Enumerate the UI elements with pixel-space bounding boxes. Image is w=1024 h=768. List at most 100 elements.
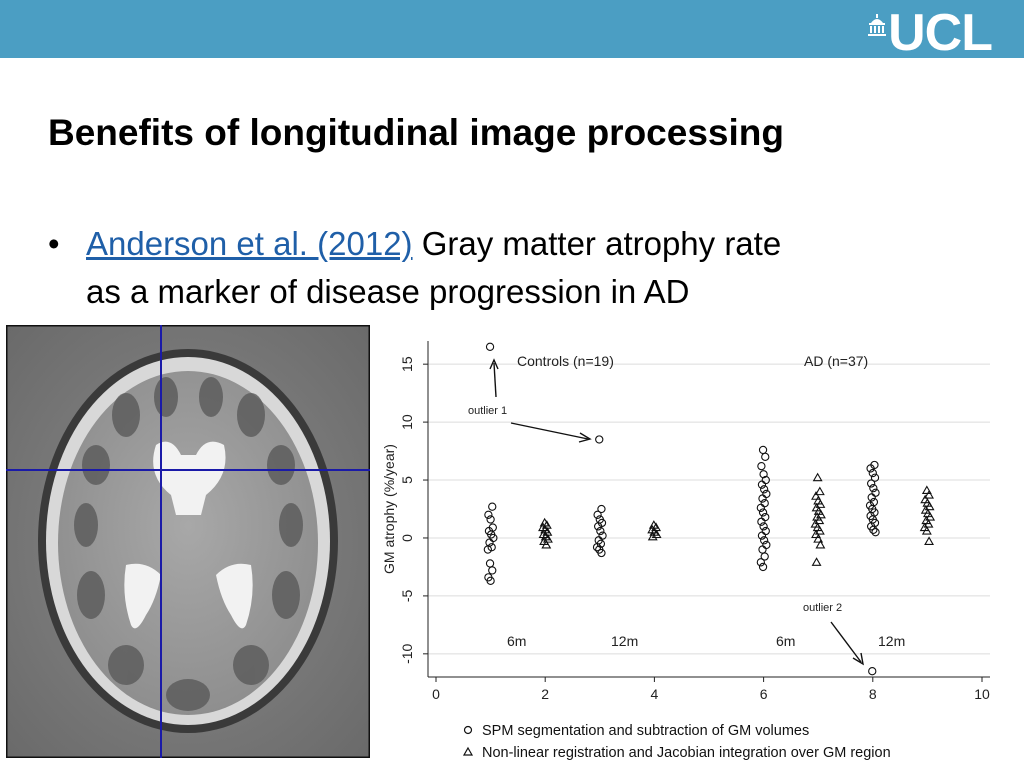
legend-series-1: SPM segmentation and subtraction of GM v… [482, 723, 809, 739]
data-point-triangle [811, 557, 822, 566]
data-point-circle [761, 452, 770, 462]
data-point-circle [757, 480, 767, 489]
chart-points [483, 342, 936, 676]
reference-link[interactable]: Anderson et al. (2012) [86, 225, 413, 262]
data-point-circle [869, 525, 878, 535]
data-point-circle [596, 526, 605, 536]
data-point-circle [759, 536, 769, 545]
arrow-outlier-1a [493, 362, 497, 398]
data-point-circle [488, 566, 497, 575]
legend-series-2: Non-linear registration and Jacobian int… [482, 745, 891, 761]
data-point-circle [593, 522, 603, 531]
annotation-12m-ad: 12m [878, 633, 905, 649]
data-point-circle [593, 510, 602, 519]
data-point-circle [871, 528, 880, 537]
legend-circle-marker [463, 725, 473, 735]
bullet-text-line1: Gray matter atrophy rate [412, 225, 782, 262]
data-point-triangle [811, 529, 821, 539]
data-point-circle [597, 548, 606, 558]
data-point-triangle [543, 534, 553, 543]
annotation-12m-controls: 12m [611, 633, 638, 649]
bullet-symbol: • [48, 225, 60, 262]
data-point-circle [758, 508, 768, 517]
data-point-triangle [924, 501, 935, 511]
ytick-label: 15 [399, 356, 415, 372]
data-point-circle [595, 435, 604, 444]
data-point-triangle [925, 512, 936, 521]
xtick-label: 8 [869, 686, 877, 702]
legend-triangle-marker [462, 746, 474, 756]
data-point-triangle [814, 486, 825, 496]
data-point-circle [870, 473, 880, 482]
data-point-triangle [814, 525, 825, 535]
header-bar: UCL [0, 0, 1024, 62]
data-point-circle [483, 545, 492, 554]
data-point-circle [486, 515, 495, 524]
annotation-6m-ad: 6m [776, 633, 795, 649]
annotation-6m-controls: 6m [507, 633, 526, 649]
data-point-circle [868, 667, 877, 676]
data-point-circle [484, 510, 493, 519]
data-point-triangle [814, 515, 825, 525]
data-point-circle [868, 468, 877, 478]
annotation-controls: Controls (n=19) [517, 353, 614, 369]
data-point-circle [485, 342, 495, 351]
arrow-outlier-1b-head [578, 432, 592, 443]
data-point-circle [757, 517, 766, 526]
ytick-label: -5 [399, 589, 415, 602]
ytick-label: 10 [399, 414, 415, 430]
data-point-circle [866, 464, 875, 473]
arrow-outlier-1b [510, 422, 589, 440]
xtick-label: 2 [541, 686, 549, 702]
data-point-circle [757, 461, 766, 471]
data-point-triangle [815, 499, 826, 508]
data-point-circle [756, 558, 765, 567]
data-point-circle [758, 545, 767, 554]
data-point-triangle [924, 489, 934, 499]
data-point-circle [759, 470, 768, 479]
xtick-label: 0 [432, 686, 440, 702]
data-point-circle [866, 479, 876, 488]
mri-brain-image [6, 325, 370, 758]
chart-gridlines [428, 363, 990, 655]
data-point-triangle [813, 534, 824, 543]
bullet-text: Anderson et al. (2012) Gray matter atrop… [86, 220, 946, 316]
data-point-circle [592, 543, 602, 552]
chart-annotations: Controls (n=19) AD (n=37) outlier 1 outl… [468, 353, 905, 666]
data-point-circle [757, 531, 767, 540]
y-axis-label: GM atrophy (%/year) [381, 444, 397, 574]
data-point-triangle [921, 485, 932, 495]
data-point-circle [758, 494, 767, 503]
bullet-text-line2: as a marker of disease progression in AD [86, 273, 690, 310]
data-point-triangle [647, 531, 658, 541]
ytick-label: 0 [399, 534, 415, 542]
arrow-outlier-2 [830, 621, 862, 663]
data-point-circle [759, 485, 769, 494]
data-point-circle [488, 502, 497, 511]
xtick-label: 4 [651, 686, 659, 702]
data-point-triangle [541, 539, 552, 549]
slide-title: Benefits of longitudinal image processin… [48, 112, 784, 153]
xtick-label: 10 [974, 686, 990, 702]
arrow-outlier-2-head [852, 652, 864, 666]
annotation-outlier-2: outlier 2 [803, 602, 842, 614]
data-point-circle [758, 445, 768, 455]
xtick-label: 6 [760, 686, 768, 702]
annotation-ad: AD (n=37) [804, 353, 868, 369]
data-point-triangle [651, 529, 662, 539]
data-point-circle [760, 552, 769, 561]
ucl-portico-icon [868, 14, 887, 36]
data-point-circle [485, 559, 495, 568]
data-point-triangle [812, 472, 823, 482]
data-point-triangle [921, 525, 932, 535]
annotation-outlier-1: outlier 1 [468, 405, 507, 417]
data-point-circle [597, 504, 606, 514]
ucl-logo[interactable]: UCL [868, 4, 993, 62]
data-point-circle [869, 483, 878, 493]
data-point-circle [867, 493, 876, 502]
ytick-label: 5 [399, 476, 415, 484]
data-point-circle [758, 562, 768, 572]
logo-text: UCL [888, 4, 993, 62]
data-point-triangle [815, 539, 826, 549]
